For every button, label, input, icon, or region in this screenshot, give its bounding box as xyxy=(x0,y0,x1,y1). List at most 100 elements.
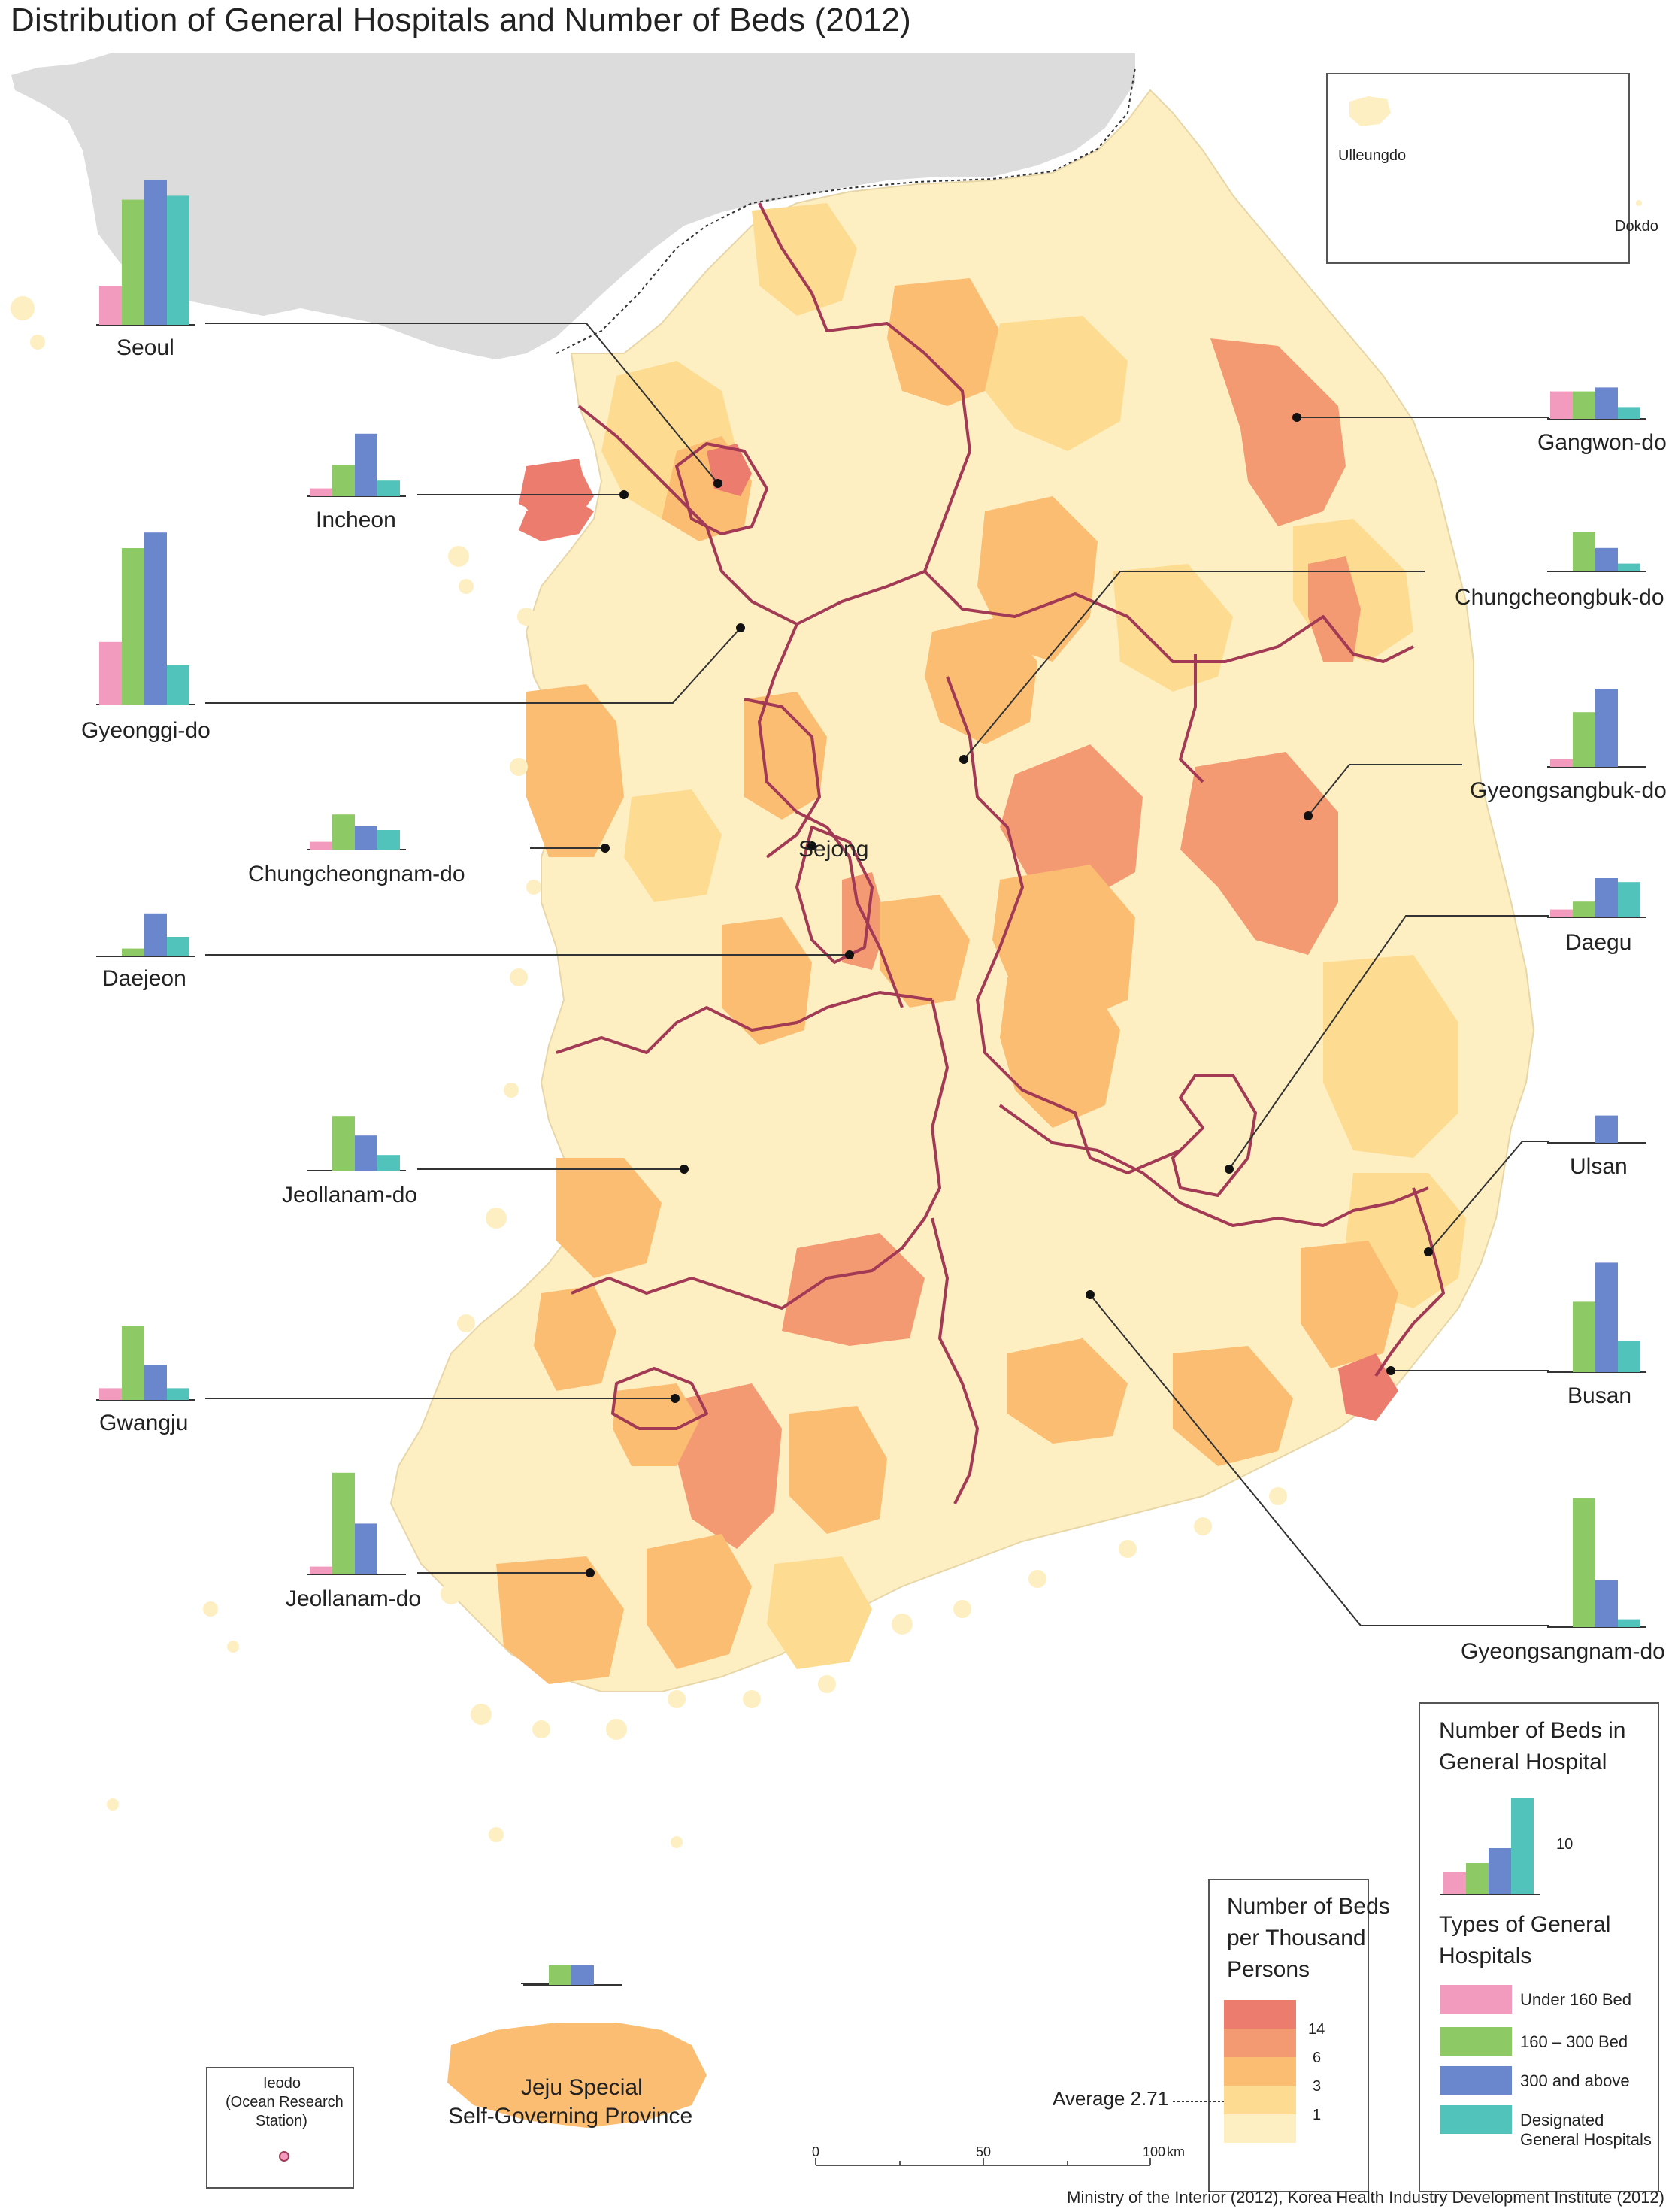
region-label-ulsan: Ulsan xyxy=(1570,1154,1628,1179)
region-patch xyxy=(925,617,1037,744)
bar-under160 xyxy=(310,488,332,496)
jeju-label-line2: Self-Governing Province xyxy=(448,2104,693,2129)
beds-legend-title-1: Number of Beds in xyxy=(1439,1718,1626,1743)
bar-designated xyxy=(377,1155,400,1171)
region-label-chungnam: Chungcheongnam-do xyxy=(248,862,465,886)
bar-under160 xyxy=(1550,391,1573,419)
province-borders xyxy=(556,202,1445,1504)
legend-label-under160: Under 160 Bed xyxy=(1520,1990,1631,2009)
bar-b160_300 xyxy=(332,1472,355,1574)
types-legend-title-1: Types of General xyxy=(1439,1912,1611,1937)
legend-label-designated-2: General Hospitals xyxy=(1520,2130,1652,2149)
scale-tick-0: 0 xyxy=(812,2144,820,2159)
bar-above300 xyxy=(1595,689,1618,767)
legend-label-300-above: 300 and above xyxy=(1520,2071,1630,2090)
region-label-jeonnam: Jeollanam-do xyxy=(286,1586,422,1611)
region-label-gyeongbuk: Gyeongsangbuk-do xyxy=(1470,778,1667,803)
region-label-seoul: Seoul xyxy=(117,335,174,360)
ieodo-label-line3: Station) xyxy=(256,2113,307,2129)
legend-label-designated-1: Designated xyxy=(1520,2110,1604,2129)
density-break-1: 1 xyxy=(1313,2107,1322,2123)
legend-swatch-designated xyxy=(1440,2105,1512,2134)
region-patch xyxy=(1173,1346,1293,1466)
legend-swatch-under160 xyxy=(1440,1985,1512,2014)
region-patch xyxy=(613,1383,699,1466)
bar-b160_300 xyxy=(549,1965,571,1985)
bar-b160_300 xyxy=(122,199,144,325)
region-patch xyxy=(519,459,586,519)
legend-bar-300-above xyxy=(1489,1848,1511,1895)
bar-under160 xyxy=(99,1388,122,1400)
west-island xyxy=(519,496,594,541)
region-patch xyxy=(744,692,827,820)
density-swatch-mid xyxy=(1224,2057,1296,2086)
legend-label-160-300: 160 – 300 Bed xyxy=(1520,2032,1628,2051)
bar-designated xyxy=(377,830,400,850)
scale-unit: km xyxy=(1167,2144,1185,2159)
region-patch xyxy=(1323,955,1458,1158)
region-label-gwangju: Gwangju xyxy=(99,1411,189,1435)
bar-above300 xyxy=(1595,1115,1618,1143)
region-label-daejeon: Daejeon xyxy=(102,966,186,991)
legend-swatch-160-300 xyxy=(1440,2027,1512,2056)
region-label-incheon: Incheon xyxy=(316,508,396,532)
scale-tick-100: 100 xyxy=(1143,2144,1166,2159)
bar-b160_300 xyxy=(1573,1498,1595,1627)
ulleungdo-label: Ulleungdo xyxy=(1338,147,1407,164)
scale-tick-50: 50 xyxy=(976,2144,992,2159)
density-legend-title-1: Number of Beds xyxy=(1227,1894,1390,1919)
bar-b160_300 xyxy=(1573,1301,1595,1372)
bar-charts xyxy=(96,180,1646,1986)
island xyxy=(30,335,45,350)
region-patch xyxy=(1308,556,1361,662)
source-credit: Ministry of the Interior (2012), Korea H… xyxy=(1067,2188,1664,2207)
bar-b160_300 xyxy=(332,1116,355,1171)
region-label-gangwon: Gangwon-do xyxy=(1537,430,1667,455)
leader-lines xyxy=(205,323,1549,1984)
legend-bar-160-300 xyxy=(1466,1863,1489,1895)
city-label-sejong: Sejong xyxy=(798,837,869,862)
coastal-islands xyxy=(107,546,1287,1848)
bar-above300 xyxy=(1595,878,1618,917)
bar-b160_300 xyxy=(122,948,144,956)
ieodo-label-line2: (Ocean Research xyxy=(226,2094,344,2110)
region-patch xyxy=(526,684,624,857)
legend-bar-designated xyxy=(1511,1798,1534,1895)
legend-swatch-300-above xyxy=(1440,2066,1512,2095)
region-patch xyxy=(767,1556,872,1669)
bar-designated xyxy=(167,665,189,705)
bar-above300 xyxy=(355,433,377,496)
region-label-gyeongnam: Gyeongsangnam-do xyxy=(1461,1639,1665,1664)
density-swatch-strong xyxy=(1224,2029,1296,2057)
bar-under160 xyxy=(1550,759,1573,767)
bar-b160_300 xyxy=(1573,712,1595,767)
region-patch xyxy=(1301,1241,1398,1368)
bar-under160 xyxy=(310,1566,332,1574)
jeju-label-line1: Jeju Special xyxy=(521,2075,643,2100)
map-title: Distribution of General Hospitals and Nu… xyxy=(11,2,911,38)
bar-above300 xyxy=(144,180,167,325)
region-patch xyxy=(677,1383,782,1549)
bar-b160_300 xyxy=(332,465,355,496)
bar-above300 xyxy=(1595,1262,1618,1372)
bar-b160_300 xyxy=(332,814,355,850)
density-legend-title-2: per Thousand xyxy=(1227,1926,1366,1950)
region-patch xyxy=(1000,970,1120,1128)
ieodo-label-line1: Ieodo xyxy=(263,2075,301,2092)
region-patch xyxy=(752,203,857,316)
bar-above300 xyxy=(144,1365,167,1400)
region-patch xyxy=(789,1406,887,1534)
north-korea-area xyxy=(11,53,1135,359)
bar-designated xyxy=(167,1388,189,1400)
region-patch xyxy=(1113,564,1233,692)
bar-designated xyxy=(1618,1341,1640,1372)
region-patch xyxy=(842,872,887,970)
region-patch xyxy=(1000,744,1143,902)
bar-designated xyxy=(1618,1619,1640,1627)
region-label-gyeonggi: Gyeonggi-do xyxy=(81,718,211,743)
bar-designated xyxy=(1618,882,1640,917)
bar-under160 xyxy=(99,641,122,705)
bar-under160 xyxy=(99,286,122,325)
region-patch xyxy=(887,278,1000,406)
region-patch xyxy=(1180,752,1338,955)
